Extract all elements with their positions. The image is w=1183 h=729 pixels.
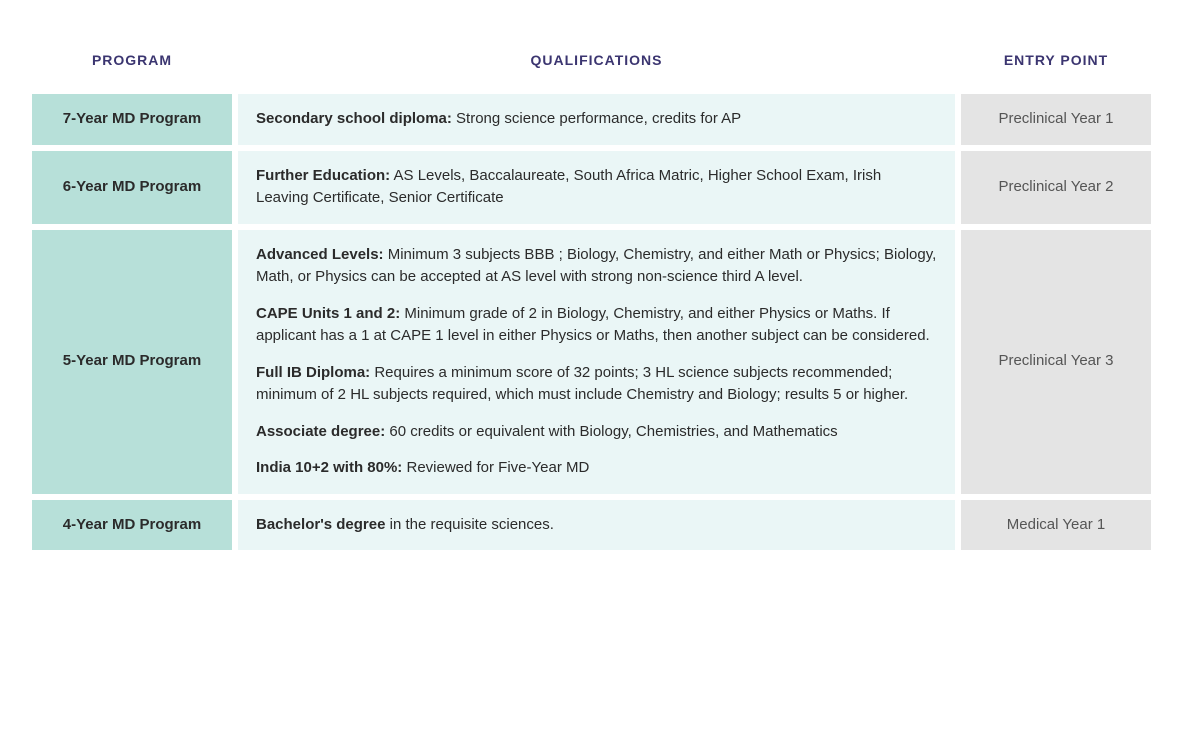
qualifications-cell: Advanced Levels: Minimum 3 subjects BBB … bbox=[232, 224, 961, 494]
qualification-lead: CAPE Units 1 and 2: bbox=[256, 305, 400, 322]
header-entry-point: ENTRY POINT bbox=[961, 40, 1151, 88]
entry-point-cell: Preclinical Year 3 bbox=[961, 224, 1151, 494]
qualifications-cell: Secondary school diploma: Strong science… bbox=[232, 88, 961, 145]
header-program: PROGRAM bbox=[32, 40, 232, 88]
program-cell: 6-Year MD Program bbox=[32, 145, 232, 224]
qualifications-cell: Further Education: AS Levels, Baccalaure… bbox=[232, 145, 961, 224]
qualification-text: Strong science performance, credits for … bbox=[452, 110, 741, 127]
qualification-item: Secondary school diploma: Strong science… bbox=[256, 108, 937, 131]
entry-point-cell: Preclinical Year 1 bbox=[961, 88, 1151, 145]
qualification-item: India 10+2 with 80%: Reviewed for Five-Y… bbox=[256, 457, 937, 480]
qualification-lead: Full IB Diploma: bbox=[256, 364, 370, 381]
header-qualifications: QUALIFICATIONS bbox=[232, 40, 961, 88]
qualifications-cell: Bachelor's degree in the requisite scien… bbox=[232, 494, 961, 551]
qualification-item: Advanced Levels: Minimum 3 subjects BBB … bbox=[256, 244, 937, 289]
qualification-item: Full IB Diploma: Requires a minimum scor… bbox=[256, 362, 937, 407]
qualification-item: CAPE Units 1 and 2: Minimum grade of 2 i… bbox=[256, 303, 937, 348]
qualification-lead: Advanced Levels: bbox=[256, 246, 384, 263]
qualification-item: Bachelor's degree in the requisite scien… bbox=[256, 514, 937, 537]
qualification-lead: Associate degree: bbox=[256, 423, 385, 440]
qualification-text: Reviewed for Five-Year MD bbox=[402, 459, 589, 476]
qualification-text: 60 credits or equivalent with Biology, C… bbox=[385, 423, 837, 440]
qualification-lead: Further Education: bbox=[256, 167, 390, 184]
entry-point-cell: Medical Year 1 bbox=[961, 494, 1151, 551]
program-cell: 4-Year MD Program bbox=[32, 494, 232, 551]
program-table: PROGRAM QUALIFICATIONS ENTRY POINT 7-Yea… bbox=[32, 40, 1151, 550]
qualification-item: Further Education: AS Levels, Baccalaure… bbox=[256, 165, 937, 210]
program-cell: 7-Year MD Program bbox=[32, 88, 232, 145]
entry-point-cell: Preclinical Year 2 bbox=[961, 145, 1151, 224]
qualification-lead: India 10+2 with 80%: bbox=[256, 459, 402, 476]
qualification-lead: Bachelor's degree bbox=[256, 516, 385, 533]
qualification-item: Associate degree: 60 credits or equivale… bbox=[256, 421, 937, 444]
qualification-text: in the requisite sciences. bbox=[385, 516, 553, 533]
program-cell: 5-Year MD Program bbox=[32, 224, 232, 494]
qualification-lead: Secondary school diploma: bbox=[256, 110, 452, 127]
